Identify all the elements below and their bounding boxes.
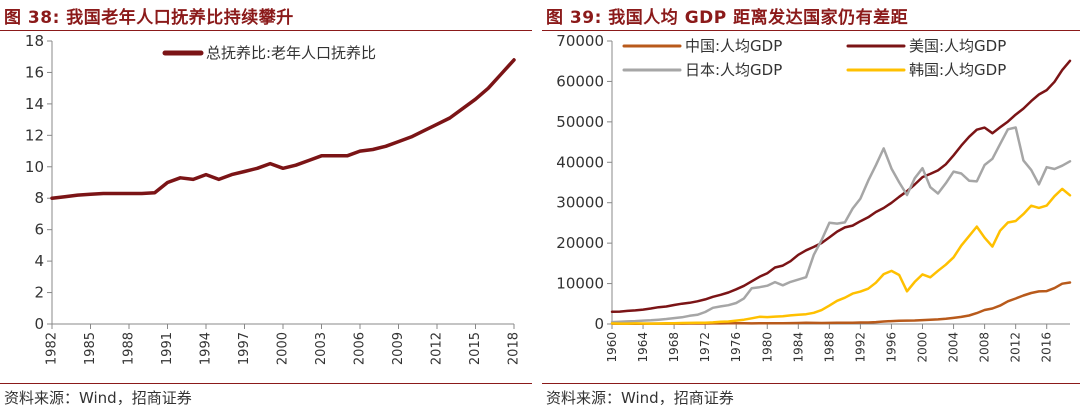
series-line-3 bbox=[610, 187, 1072, 325]
y-tick-label: 30000 bbox=[556, 194, 604, 212]
right-source-note: 资料来源：Wind，招商证券 bbox=[546, 389, 734, 407]
x-tick-label: 1988 bbox=[122, 332, 137, 365]
y-tick-label: 60000 bbox=[556, 72, 604, 90]
y-tick-label: 12 bbox=[25, 126, 44, 144]
x-tick-label: 2000 bbox=[916, 332, 930, 363]
x-tick-label: 2012 bbox=[430, 332, 445, 365]
x-tick-label: 1984 bbox=[791, 332, 805, 363]
right-panel: 图 39: 我国人均 GDP 距离发达国家仍有差距 0 10000 20000 300… bbox=[542, 0, 1080, 413]
y-tick-label: 14 bbox=[25, 95, 44, 113]
x-tick-label: 2012 bbox=[1009, 332, 1023, 363]
x-tick-label: 1968 bbox=[667, 332, 681, 363]
x-tick-label: 2015 bbox=[468, 332, 483, 365]
x-tick-label: 1980 bbox=[760, 332, 774, 363]
x-tick-label: 2018 bbox=[507, 332, 522, 365]
y-tick-label: 0 bbox=[594, 315, 604, 333]
y-tick-label: 8 bbox=[34, 189, 44, 207]
legend-label-0: 中国:人均GDP bbox=[685, 37, 782, 55]
legend-label-1: 美国:人均GDP bbox=[909, 37, 1006, 55]
x-tick-label: 1992 bbox=[853, 332, 867, 363]
y-tick-label: 0 bbox=[34, 315, 44, 333]
x-tick-label: 1964 bbox=[636, 332, 650, 363]
series-line-0 bbox=[50, 58, 516, 200]
left-title-rule bbox=[0, 30, 532, 31]
left-source-note: 资料来源：Wind，招商证券 bbox=[4, 389, 192, 407]
right-figure-title: 图 39: 我国人均 GDP 距离发达国家仍有差距 bbox=[546, 8, 909, 28]
x-tick-label: 2006 bbox=[353, 332, 368, 365]
y-tick-label: 2 bbox=[34, 284, 44, 302]
y-tick-label: 10 bbox=[25, 158, 44, 176]
x-tick-label: 1972 bbox=[698, 332, 712, 363]
right-title-rule bbox=[542, 30, 1080, 31]
x-tick-label: 1982 bbox=[45, 332, 60, 365]
dependency-ratio-chart: 0 2 4 6 8 10 12 14 16 18 1982 1985 1988 1991 1994 1997 2… bbox=[25, 32, 522, 365]
y-tick-label: 70000 bbox=[556, 32, 604, 50]
x-tick-label: 1991 bbox=[160, 332, 175, 365]
left-panel: 图 38: 我国老年人口抚养比持续攀升 0 2 4 6 8 10 12 14 16 18 1982 1… bbox=[0, 0, 532, 413]
x-tick-label: 2003 bbox=[314, 332, 329, 365]
x-tick-label: 1997 bbox=[237, 332, 252, 365]
legend-label-0: 总抚养比:老年人口抚养比 bbox=[206, 44, 376, 62]
x-tick-label: 1994 bbox=[199, 332, 214, 365]
x-tick-label: 2000 bbox=[276, 332, 291, 365]
legend-label-2: 日本:人均GDP bbox=[685, 61, 782, 79]
x-tick-label: 1985 bbox=[83, 332, 98, 365]
y-tick-label: 6 bbox=[34, 221, 44, 239]
x-tick-label: 2004 bbox=[947, 332, 961, 363]
legend-label-3: 韩国:人均GDP bbox=[909, 61, 1006, 79]
y-tick-label: 18 bbox=[25, 32, 44, 50]
x-tick-label: 1996 bbox=[884, 332, 898, 363]
left-figure-title: 图 38: 我国老年人口抚养比持续攀升 bbox=[4, 8, 294, 28]
y-tick-label: 40000 bbox=[556, 153, 604, 171]
y-tick-label: 10000 bbox=[556, 275, 604, 293]
x-tick-label: 1988 bbox=[822, 332, 836, 363]
series-line-1 bbox=[610, 59, 1072, 314]
x-tick-label: 1960 bbox=[605, 332, 619, 363]
series-line-2 bbox=[610, 126, 1072, 324]
y-tick-label: 16 bbox=[25, 63, 44, 81]
x-tick-label: 2009 bbox=[391, 332, 406, 365]
gdp-per-capita-chart: 0 10000 20000 30000 40000 50000 60000 70000 1960… bbox=[556, 32, 1072, 363]
y-tick-label: 4 bbox=[34, 252, 44, 270]
x-tick-label: 2008 bbox=[978, 332, 992, 363]
x-tick-label: 1976 bbox=[729, 332, 743, 363]
left-footer-rule bbox=[0, 383, 532, 384]
right-footer-rule bbox=[542, 383, 1080, 384]
y-tick-label: 20000 bbox=[556, 234, 604, 252]
y-tick-label: 50000 bbox=[556, 113, 604, 131]
x-tick-label: 2016 bbox=[1040, 332, 1054, 363]
